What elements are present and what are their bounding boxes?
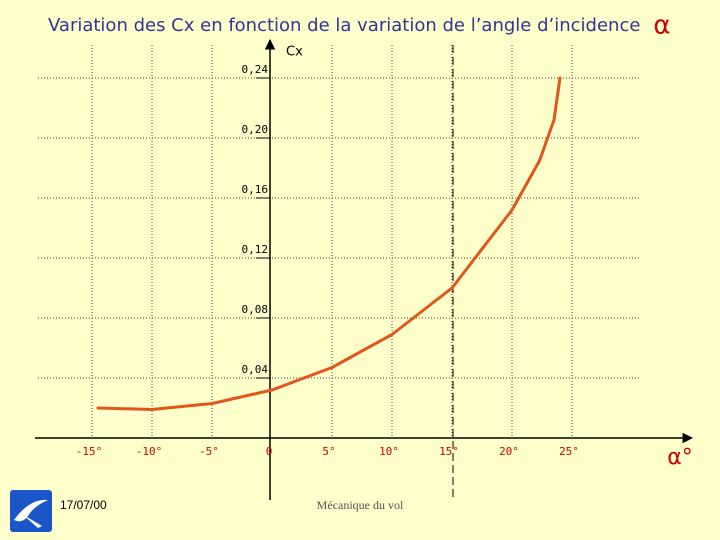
x-axis-label: α° (667, 445, 693, 470)
data-line (96, 76, 562, 411)
title-symbol: α (653, 11, 670, 41)
chart-title: Variation des Cx en fonction de la varia… (48, 15, 640, 36)
footer-date: 17/07/00 (60, 498, 107, 512)
y-tick-label: 0,04 (242, 363, 269, 376)
footer-text: Mécanique du vol (317, 498, 404, 512)
x-tick-label: 0 (266, 445, 273, 458)
x-tick-label: -5° (199, 445, 219, 458)
x-tick-label: 20° (499, 445, 519, 458)
logo (10, 490, 52, 532)
grid (38, 45, 640, 438)
y-tick-label: 0,16 (242, 183, 269, 196)
y-tick-label: 0,08 (242, 303, 269, 316)
y-axis-label: Cx (286, 45, 303, 60)
x-tick-label: -10° (136, 445, 163, 458)
x-tick-label: 5° (322, 445, 335, 458)
y-tick-label: 0,20 (242, 123, 269, 136)
y-tick-label: 0,12 (242, 243, 269, 256)
x-tick-label: 15° (439, 445, 459, 458)
x-tick-label: 25° (559, 445, 579, 458)
y-tick-label: 0,24 (242, 63, 269, 76)
x-tick-label: -15° (76, 445, 103, 458)
x-tick-label: 10° (379, 445, 399, 458)
